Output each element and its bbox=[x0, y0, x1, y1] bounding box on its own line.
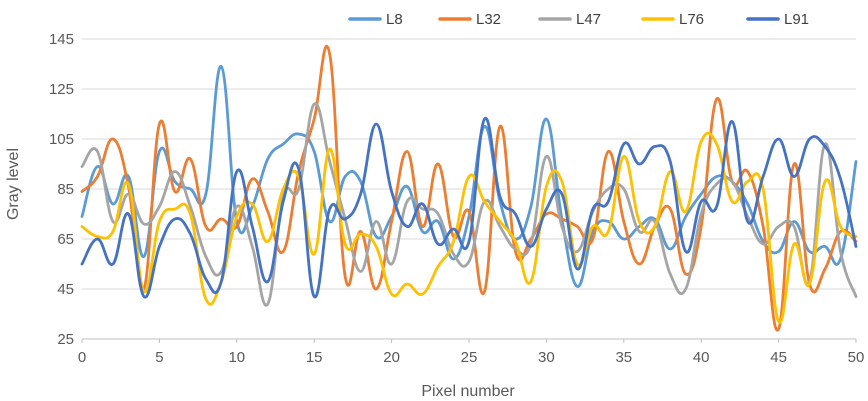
legend-item-l47: L47 bbox=[538, 11, 601, 28]
legend-label-l32: L32 bbox=[476, 11, 501, 28]
x-tick-label-35: 35 bbox=[615, 349, 632, 366]
x-tick-label-40: 40 bbox=[693, 349, 710, 366]
series-line-l76 bbox=[80, 131, 858, 324]
x-tick-label-30: 30 bbox=[538, 349, 555, 366]
y-tick-label-105: 105 bbox=[49, 131, 74, 148]
x-tick-label-20: 20 bbox=[383, 349, 400, 366]
legend-label-l76: L76 bbox=[679, 11, 704, 28]
series-line-l32 bbox=[80, 44, 858, 332]
y-tick-label-25: 25 bbox=[57, 331, 74, 348]
series-line-l91 bbox=[80, 117, 858, 299]
legend-item-l91: L91 bbox=[746, 11, 809, 28]
legend-label-l91: L91 bbox=[784, 11, 809, 28]
y-tick-label-125: 125 bbox=[49, 81, 74, 98]
legend-item-l32: L32 bbox=[438, 11, 501, 28]
series-line-l47 bbox=[80, 102, 858, 307]
y-tick-label-145: 145 bbox=[49, 31, 74, 48]
y-axis-title: Gray level bbox=[5, 148, 22, 220]
series-lines bbox=[80, 44, 858, 332]
axes: 25 45 65 85 105 125 145 0 5 10 15 20 25 30 35 40 45 50 bbox=[49, 31, 864, 366]
x-tick-label-45: 45 bbox=[770, 349, 787, 366]
legend: L8 L32 L47 L76 L91 bbox=[348, 11, 809, 28]
x-tick-label-5: 5 bbox=[155, 349, 163, 366]
x-tick-label-50: 50 bbox=[848, 349, 865, 366]
x-tick-label-0: 0 bbox=[78, 349, 86, 366]
x-tick-label-25: 25 bbox=[461, 349, 478, 366]
y-tick-label-85: 85 bbox=[57, 181, 74, 198]
legend-item-l76: L76 bbox=[641, 11, 704, 28]
x-axis-title: Pixel number bbox=[421, 383, 515, 400]
legend-label-l47: L47 bbox=[576, 11, 601, 28]
x-tick-label-15: 15 bbox=[306, 349, 323, 366]
y-tick-label-65: 65 bbox=[57, 231, 74, 248]
y-tick-label-45: 45 bbox=[57, 281, 74, 298]
x-tick-label-10: 10 bbox=[228, 349, 245, 366]
legend-item-l8: L8 bbox=[348, 11, 403, 28]
legend-label-l8: L8 bbox=[386, 11, 403, 28]
